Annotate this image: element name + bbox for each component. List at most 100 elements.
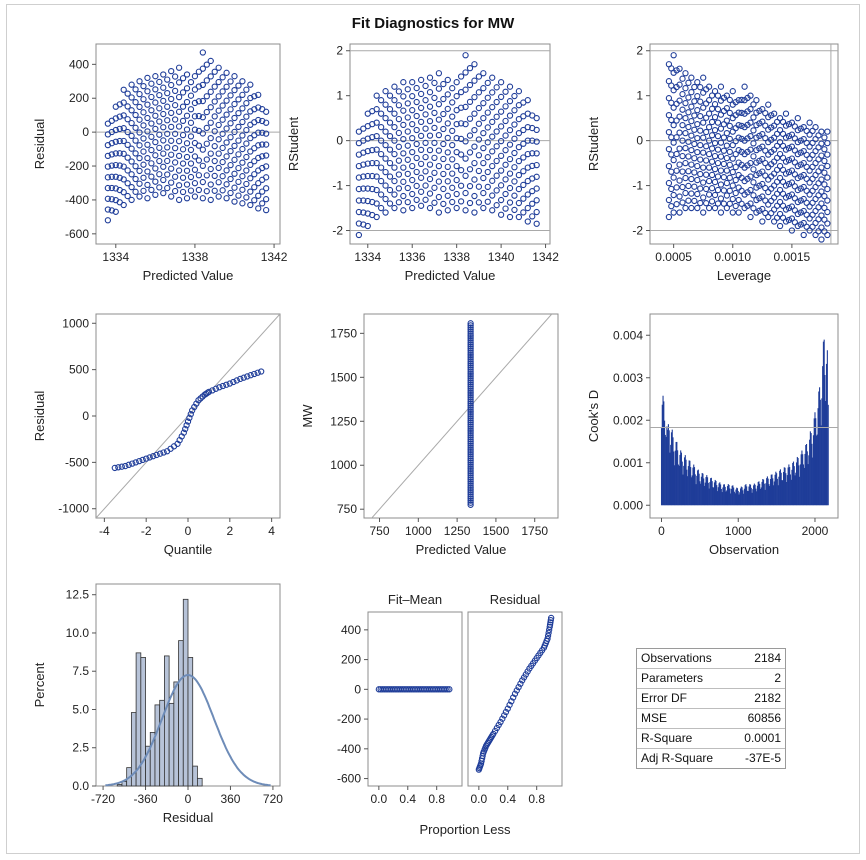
p3-point [723,192,731,199]
p1-point [140,187,147,194]
p3-point [809,163,816,170]
p1-point [120,150,127,157]
p2-point [373,119,380,126]
stats-value: 60856 [747,711,781,725]
p1-point [148,146,155,154]
p2-point [457,104,465,111]
p3-point [800,195,807,203]
p1-point [215,136,222,143]
p1-point [128,81,135,88]
p3-point [711,165,719,173]
p2-point [511,164,518,171]
p3-point [759,106,766,113]
p3-point [665,213,673,221]
p3-point [714,146,722,153]
p2-point [462,155,469,162]
p3-point [750,179,757,186]
p5-point [467,387,474,395]
p3-point [711,88,719,95]
p4-point [184,418,192,425]
p1-point [191,193,199,200]
p5-point [467,467,474,475]
p2-point [511,121,518,128]
p1-point [160,176,167,184]
p2-point [360,185,367,192]
p3-point [717,167,725,174]
p1-point [132,111,139,119]
p5-point [467,345,474,352]
p1-point [148,80,155,87]
p2-point [377,150,385,158]
p3-point [732,189,739,197]
p2-point [373,106,380,113]
p2-point [506,199,514,206]
p2-point [493,202,500,209]
p3-point [803,175,810,182]
p2-point [484,124,491,131]
p7-bar [168,702,175,787]
p1-point [148,107,155,114]
p1-point [219,173,226,180]
p2-point [502,103,509,110]
p2-point [502,147,509,154]
p1-point [128,196,135,204]
p1-point [152,73,159,80]
p3-point [665,179,673,187]
p3-point [694,107,701,114]
p1-point [179,131,187,139]
p1-point [168,137,175,144]
p6-ytick-label: 0.004 [613,328,643,342]
p3-point [771,182,778,189]
p3-point [729,155,736,162]
p3-point [818,164,825,171]
p1-point [243,86,250,93]
p1-ytick-label: 200 [69,91,89,105]
p2-point [444,134,451,142]
p2-point [426,132,434,139]
p2-point [377,191,385,198]
p1-point [263,141,270,148]
stats-value: 2 [774,671,781,685]
p3-point [791,183,798,190]
p1-point [132,175,139,183]
p3-point [679,183,686,191]
p2-point [435,193,443,201]
p3-point [759,180,766,188]
p3-point [694,134,701,142]
p1-point [164,130,171,137]
p3-point [812,147,819,155]
p2-point [435,162,443,170]
p5-point [467,474,474,481]
p3-point [782,182,790,189]
p3-point [711,101,719,108]
p3-point [676,161,683,168]
p1-point [108,162,115,169]
p2-point [480,100,487,107]
p1-point [263,185,270,192]
p3-point [809,127,816,135]
p2-point [529,112,536,119]
p2-point [506,98,514,105]
p1-xtick-label: 1338 [182,250,209,264]
p5-point [467,370,474,378]
p3-point [705,123,713,131]
p2-point [533,138,540,145]
p2-point [489,148,496,155]
p5-point [467,463,474,470]
p3-point [782,194,790,201]
p3-point [824,174,831,181]
p5-point [467,394,474,401]
p5-point [467,444,474,451]
stats-label: MSE [641,711,668,725]
p2-point [480,204,487,212]
p2-point [413,98,420,106]
p2-point [400,207,407,214]
p2-point [453,120,460,128]
p2-point [417,174,425,181]
p1-point [140,174,147,181]
p5-point [467,451,474,458]
p5-point [467,501,474,508]
p2-point [475,73,483,80]
p5-point [467,478,474,485]
p1-point [239,91,246,98]
